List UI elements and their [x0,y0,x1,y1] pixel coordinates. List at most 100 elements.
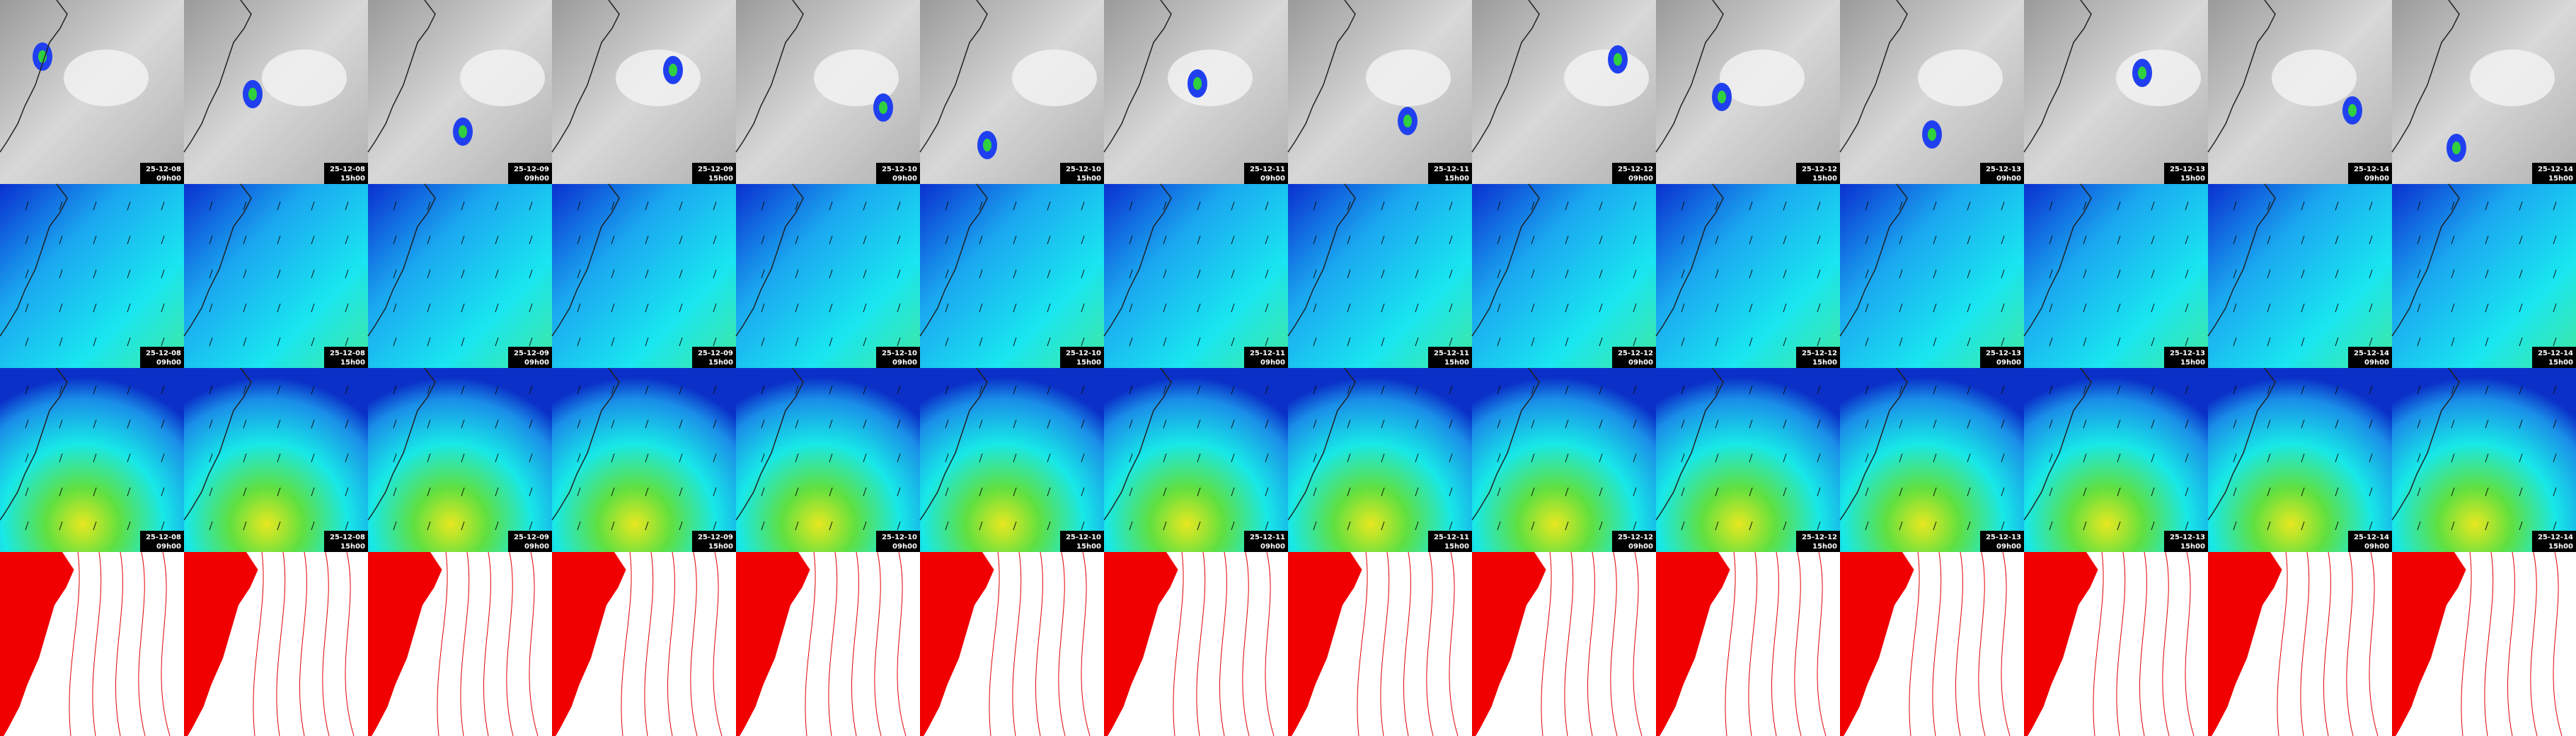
label-box [1428,347,1472,368]
contour [2346,551,2354,736]
wind-barb [2519,385,2523,395]
wind-barb [1415,453,1419,463]
date-label: 25-12-09 [698,534,733,541]
wind-barb [679,419,683,429]
wind-barb [1163,303,1167,313]
wind-barb [1899,201,1903,211]
contour [529,551,539,736]
time-label: 09h00 [2364,543,2389,551]
wind-barb [2185,453,2189,463]
wind-barb [277,419,281,429]
wind-barb [829,235,833,245]
map-tile: 25-12-11 09h00 [1103,183,1288,368]
wind-barb [611,235,615,245]
map-tile: 25-12-09 09h00 [367,183,552,368]
time-label: 09h00 [1996,543,2021,551]
wind-barb [277,337,281,347]
coastline [551,183,620,337]
date-label: 25-12-08 [330,350,365,357]
wind-barb [1715,269,1719,279]
wind-barb [1681,487,1685,497]
wind-barb [2417,235,2421,245]
wind-barb [945,269,949,279]
wind-barb [1933,487,1937,497]
label-box [2164,531,2208,552]
map-tile: 25-12-13 15h00 [2023,0,2208,184]
wind-barb [1749,521,1753,531]
wind-barb [863,303,867,313]
wind-barb [897,235,901,245]
map-tile: 25-12-14 15h00 [2391,367,2576,552]
map-tile [1656,551,1840,736]
wind-barb [1899,303,1903,313]
wind-barb [611,521,615,531]
date-label: 25-12-11 [1434,350,1469,357]
label-box [1060,163,1104,184]
wind-barb [1449,419,1453,429]
coastline [367,367,436,521]
wind-barb [1599,269,1603,279]
wind-barb [1313,337,1317,347]
wind-barb [345,419,349,429]
wind-barb [243,487,247,497]
coastline [1655,183,1724,337]
map-tile: 25-12-10 15h00 [919,0,1104,184]
tile-background [1288,368,1472,552]
wind-barb [243,235,247,245]
wind-barb [1381,269,1385,279]
wind-barb [1265,453,1269,463]
wind-barb [1163,453,1167,463]
wind-barb [1715,521,1719,531]
time-label: 15h00 [2548,359,2573,367]
wind-barb [1081,303,1085,313]
contour [1955,551,1963,736]
time-label: 09h00 [1260,543,1285,551]
coastline [367,0,436,153]
wind-barb [1313,201,1317,211]
time-label: 15h00 [1812,359,1837,367]
wind-barb [93,385,97,395]
wind-barb [393,235,397,245]
wind-barb [529,269,533,279]
label-box [692,531,736,552]
wind-barb [945,453,949,463]
wind-barb [393,337,397,347]
wind-barb [1633,453,1637,463]
wind-barb [1967,419,1971,429]
wind-barb [1231,269,1235,279]
wind-barb [1047,521,1051,531]
wind-barb [2267,201,2271,211]
contour [506,551,514,736]
wind-barb [1415,385,1419,395]
wind-barb [495,303,499,313]
wind-barb [1783,303,1787,313]
contour [1242,551,1250,736]
wind-barb [2151,269,2155,279]
wind-barb [393,419,397,429]
coastline [2207,183,2276,337]
coastline [183,183,252,337]
wind-barb [2049,303,2053,313]
wind-barb [461,235,465,245]
wind-barb [979,385,983,395]
wind-barb [2151,453,2155,463]
wind-barb [243,453,247,463]
wind-barb [1347,453,1351,463]
wind-barb [2519,235,2523,245]
wind-barb [863,235,867,245]
wind-barb [979,303,983,313]
map-tile [2392,551,2576,736]
wind-barb [611,269,615,279]
contour [1265,551,1275,736]
wind-barb [679,453,683,463]
map-tile: 25-12-11 09h00 [1103,0,1288,184]
wind-barb [679,385,683,395]
coastline [735,367,804,521]
tile-background [2208,184,2392,368]
wind-barb [1715,303,1719,313]
wind-barb [2335,453,2339,463]
contour [437,551,448,736]
wind-barb [645,269,649,279]
wind-barb [1231,303,1235,313]
wind-barb [127,419,131,429]
